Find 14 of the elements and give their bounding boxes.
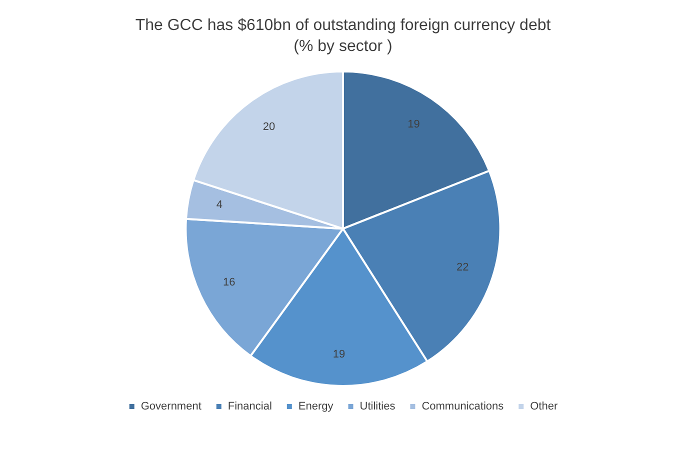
- legend-label: Financial: [228, 400, 272, 413]
- legend-label: Government: [140, 400, 202, 413]
- data-label: 4: [216, 199, 222, 212]
- legend-label: Energy: [298, 400, 334, 413]
- data-label: 16: [223, 276, 236, 288]
- legend-label: Other: [530, 400, 558, 413]
- data-label: 20: [262, 120, 276, 133]
- legend-label: Utilities: [360, 400, 396, 413]
- chart-title: The GCC has $610bn of outstanding foreign currency debt: [135, 17, 552, 34]
- chart-subtitle: (% by sector ): [294, 38, 392, 56]
- data-label: 19: [408, 118, 420, 131]
- legend-label: Communications: [422, 400, 504, 413]
- data-label: 22: [456, 262, 469, 274]
- data-label: 19: [332, 348, 346, 361]
